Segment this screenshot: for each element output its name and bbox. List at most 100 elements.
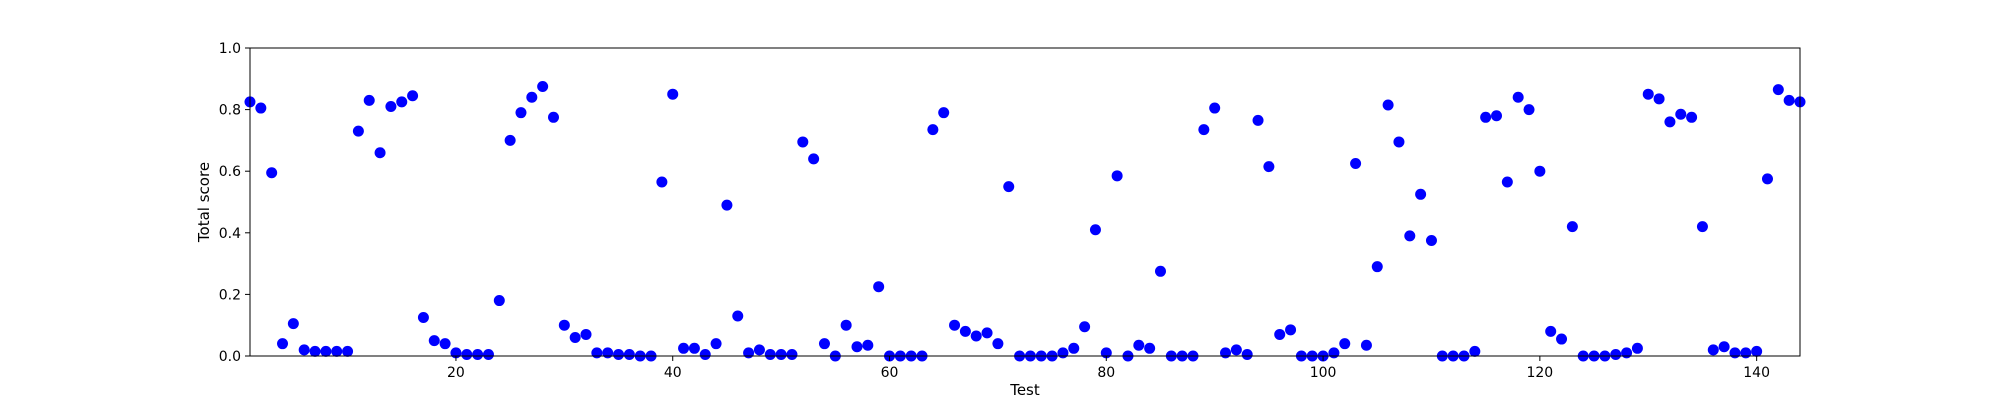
data-point [287, 318, 299, 330]
data-point [537, 81, 549, 92]
data-point [1675, 108, 1687, 120]
data-point [656, 176, 668, 188]
data-point [818, 338, 830, 350]
data-point [786, 348, 798, 360]
data-point [775, 348, 787, 360]
data-point [515, 107, 527, 119]
data-point [949, 319, 961, 331]
data-point [1274, 328, 1286, 340]
data-point [1328, 347, 1340, 359]
data-point [1707, 344, 1719, 356]
data-point [407, 90, 419, 102]
data-point [840, 319, 852, 331]
data-point [439, 338, 451, 350]
data-point [938, 107, 950, 119]
data-point [266, 167, 278, 179]
data-point [1556, 333, 1568, 345]
data-point [1729, 347, 1741, 359]
data-point [623, 348, 635, 360]
data-point [1350, 158, 1362, 169]
data-point [591, 347, 603, 359]
data-point [1415, 188, 1427, 200]
data-point [1263, 161, 1275, 173]
x-axis-ticks: 20 40 60 80 100 120 140 [447, 356, 1770, 381]
data-point [764, 348, 776, 360]
data-point [743, 347, 755, 359]
data-point [1404, 230, 1416, 242]
data-point [1545, 325, 1557, 337]
data-point [1534, 165, 1546, 177]
data-point [526, 91, 538, 103]
data-point [342, 345, 354, 357]
y-tick-label: 0.2 [219, 287, 241, 303]
data-point [504, 134, 516, 146]
data-point [808, 153, 820, 165]
data-point [1523, 104, 1535, 116]
data-point [1111, 170, 1123, 182]
data-point [1144, 342, 1156, 354]
data-point [667, 88, 679, 100]
data-point [1480, 111, 1492, 123]
data-point [970, 330, 982, 342]
data-point [862, 339, 874, 351]
data-point [1003, 181, 1015, 193]
data-point [959, 325, 971, 337]
data-point [1230, 344, 1242, 356]
data-point [472, 348, 484, 360]
data-point [1566, 221, 1578, 233]
y-axis-label: Total score [195, 162, 213, 243]
data-point [331, 345, 343, 357]
data-point [1751, 345, 1763, 357]
data-point [1198, 124, 1210, 136]
data-point [1772, 84, 1784, 96]
data-point [352, 125, 364, 137]
data-point [1491, 110, 1503, 122]
y-tick-label: 0.6 [219, 164, 241, 180]
y-tick-label: 0.8 [219, 103, 241, 119]
data-point [1425, 235, 1437, 246]
data-point [1653, 93, 1665, 105]
x-tick-label: 60 [881, 365, 899, 381]
data-point [1783, 94, 1795, 106]
data-point [1761, 173, 1773, 185]
data-point [1501, 176, 1513, 188]
data-point [482, 348, 494, 360]
data-point [992, 338, 1004, 350]
data-point [1621, 347, 1633, 359]
data-point [851, 341, 863, 353]
y-tick-label: 0.4 [219, 226, 241, 242]
data-point [1339, 338, 1351, 350]
data-point [1382, 99, 1394, 111]
data-point [699, 348, 711, 360]
data-point [602, 347, 614, 359]
data-point [1057, 347, 1069, 359]
data-point [613, 348, 625, 360]
x-tick-label: 80 [1097, 365, 1115, 381]
data-point [1393, 136, 1405, 148]
data-point [873, 281, 885, 293]
x-axis-label: Test [1009, 381, 1040, 399]
data-point [580, 328, 592, 340]
data-point [1133, 339, 1145, 351]
data-point [1469, 345, 1481, 357]
data-point [417, 312, 429, 323]
data-point [732, 310, 744, 322]
data-point [1642, 88, 1654, 100]
data-point [1241, 348, 1253, 360]
y-tick-label: 1.0 [219, 41, 241, 57]
data-point [1610, 348, 1622, 360]
y-axis-ticks: 0.0 0.2 0.4 0.6 0.8 1.0 [219, 41, 250, 365]
data-point [1154, 265, 1166, 277]
data-point [1740, 347, 1752, 359]
data-point [396, 96, 408, 108]
data-point [547, 111, 559, 123]
data-point [298, 344, 310, 356]
data-point [1079, 321, 1091, 333]
x-tick-label: 140 [1743, 365, 1770, 381]
data-point [1512, 91, 1524, 103]
data-point [1089, 224, 1101, 236]
data-point [1664, 116, 1676, 128]
x-tick-label: 100 [1310, 365, 1337, 381]
data-point [320, 345, 332, 357]
data-point [385, 101, 397, 113]
